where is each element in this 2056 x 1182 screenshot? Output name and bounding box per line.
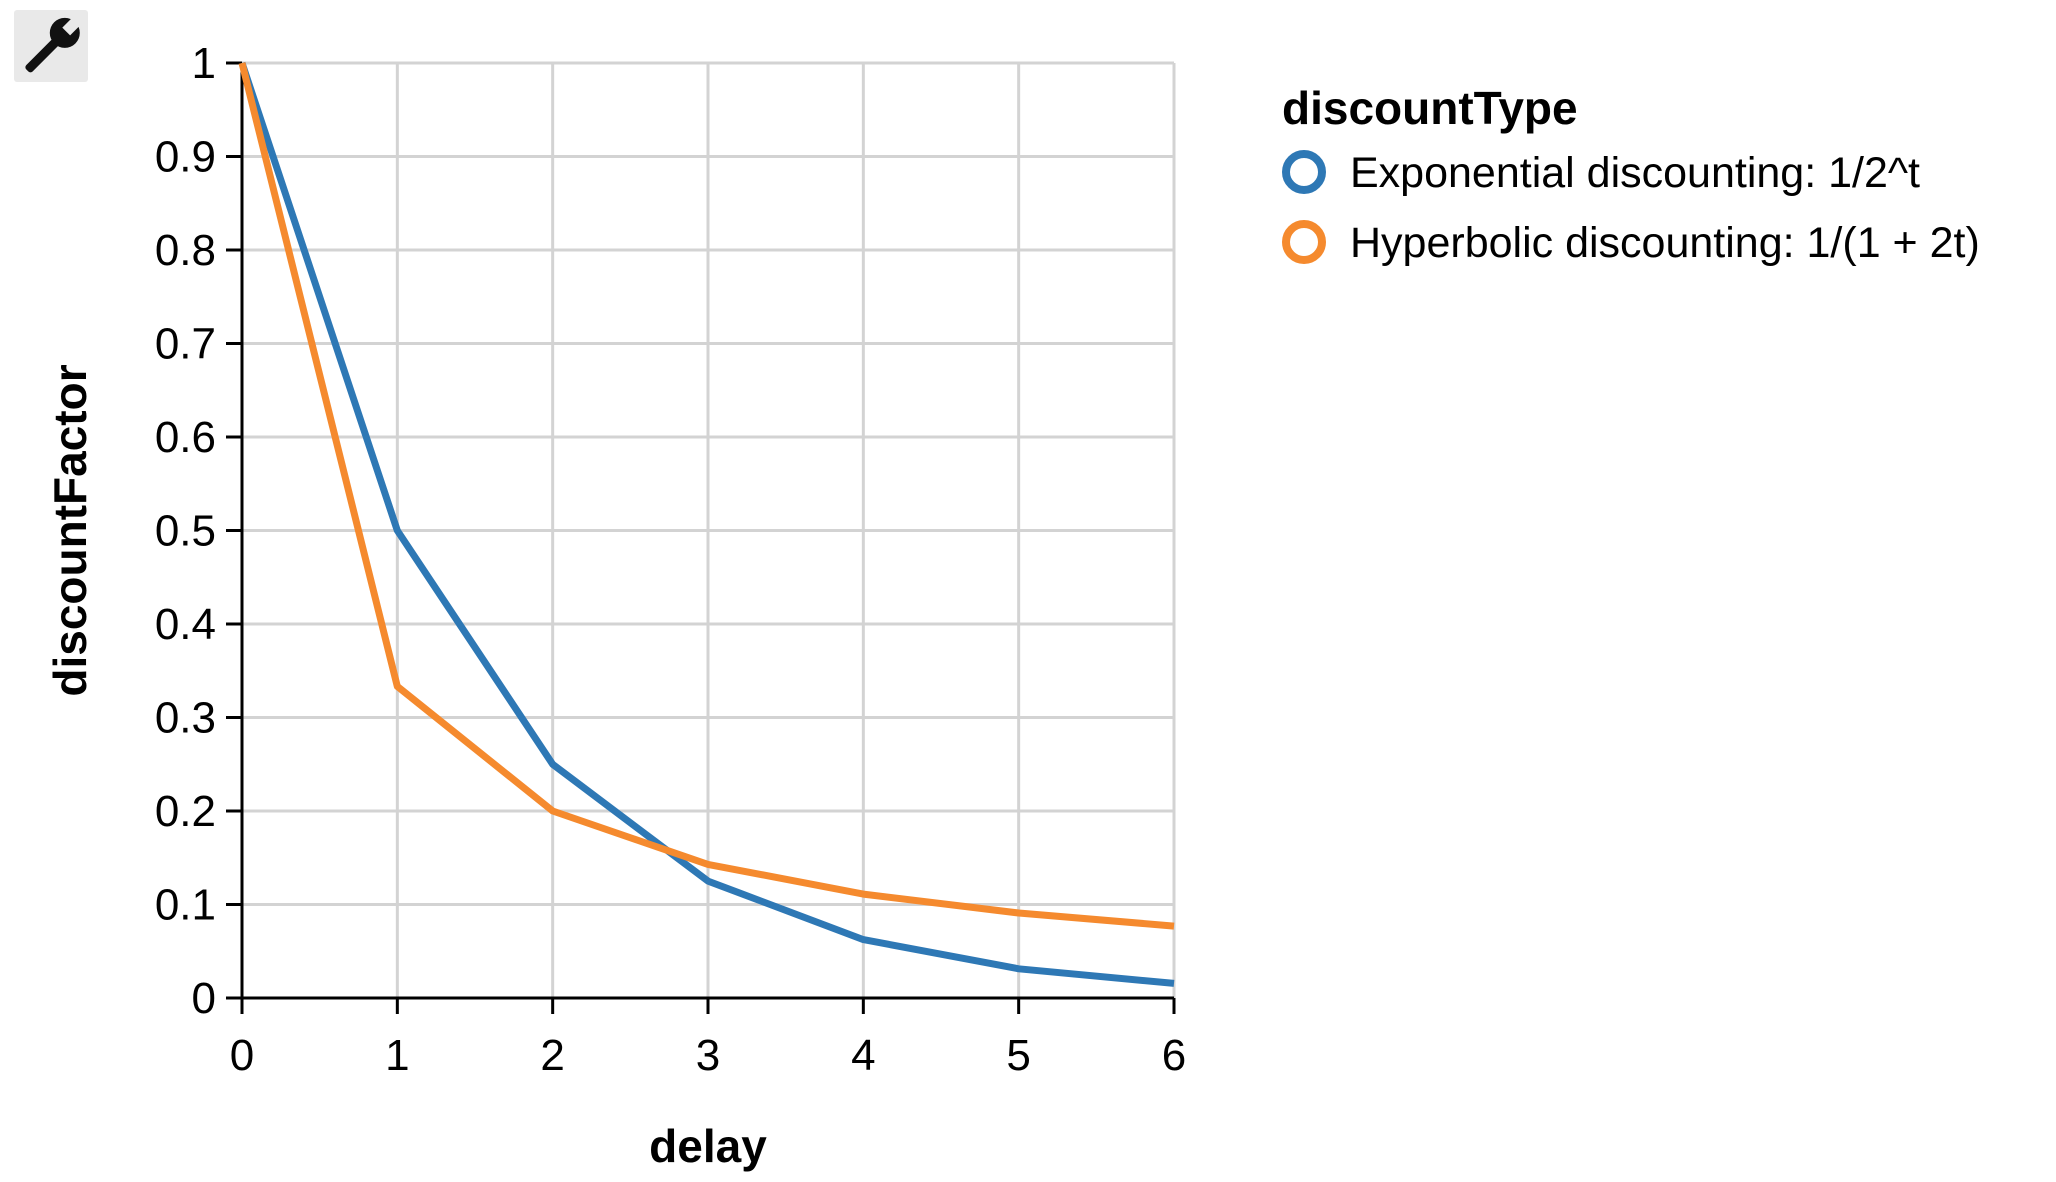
y-tick-label: 0	[192, 974, 216, 1023]
y-tick-label: 0.1	[155, 881, 216, 930]
x-tick-label: 2	[540, 1031, 564, 1080]
legend-label-1: Hyperbolic discounting: 1/(1 + 2t)	[1350, 219, 1980, 267]
x-tick-label: 1	[385, 1031, 409, 1080]
y-tick-label: 0.2	[155, 787, 216, 836]
series-line-1	[238, 62, 1175, 930]
x-tick-label: 3	[696, 1031, 720, 1080]
legend-symbol-1	[1282, 220, 1326, 264]
y-tick-label: 0.5	[155, 507, 216, 556]
legend-title: discountType	[1282, 82, 1578, 134]
legend-label-0: Exponential discounting: 1/2^t	[1350, 149, 1920, 197]
series-lines	[238, 61, 1175, 987]
x-tick-label: 5	[1006, 1031, 1030, 1080]
x-tick-label: 4	[851, 1031, 875, 1080]
tool-button[interactable]	[14, 10, 88, 82]
y-tick-label: 0.4	[155, 600, 216, 649]
legend: discountType Exponential discounting: 1/…	[1282, 82, 1980, 267]
axes: 0 1 2 3 4 5 6 0 0.1 0.2 0.3 0.4 0.5 0.6 0.7 0.8 0.9 1	[155, 39, 1186, 1080]
y-axis-title: discountFactor	[44, 364, 96, 696]
y-tick-label: 0.9	[155, 133, 216, 182]
x-tick-label: 0	[230, 1031, 254, 1080]
wrench-icon	[25, 15, 83, 73]
series-line-0	[238, 61, 1175, 987]
y-tick-label: 0.3	[155, 694, 216, 743]
y-tick-label: 0.6	[155, 413, 216, 462]
y-tick-label: 0.7	[155, 320, 216, 369]
grid	[240, 61, 1176, 1000]
x-tick-label: 6	[1162, 1031, 1186, 1080]
x-axis-title: delay	[649, 1120, 767, 1172]
y-tick-label: 1	[192, 39, 216, 88]
legend-symbol-0	[1282, 150, 1326, 194]
y-tick-label: 0.8	[155, 226, 216, 275]
